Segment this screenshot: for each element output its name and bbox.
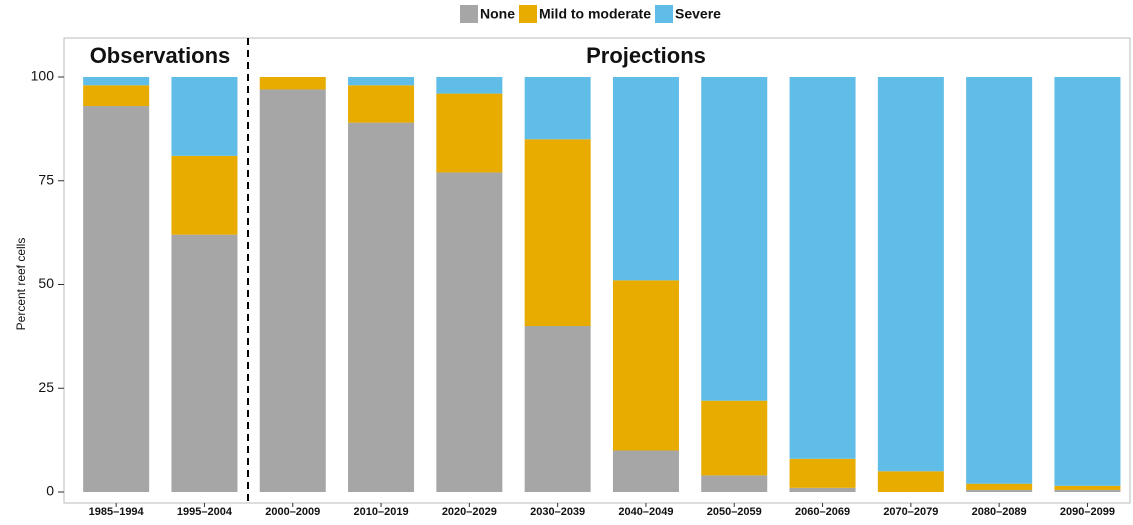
bar-segment bbox=[171, 77, 238, 156]
bar-segment bbox=[524, 326, 591, 492]
legend-swatch bbox=[655, 5, 674, 23]
x-tick-label: 2040–2049 bbox=[618, 506, 673, 518]
y-tick-label: 75 bbox=[38, 171, 54, 187]
bar-segment bbox=[789, 458, 856, 488]
annotation: Projections bbox=[586, 43, 706, 68]
bar-segment bbox=[789, 487, 856, 492]
x-tick-label: 2080–2089 bbox=[972, 506, 1027, 518]
y-tick-label: 25 bbox=[38, 379, 54, 395]
bar-segment bbox=[259, 89, 326, 492]
bar-segment bbox=[701, 400, 768, 476]
bar-segment bbox=[612, 280, 679, 451]
bar-segment bbox=[436, 93, 503, 173]
bar-segment bbox=[701, 475, 768, 492]
legend-label: Severe bbox=[675, 6, 721, 22]
bar-segment bbox=[612, 77, 679, 281]
bar-segment bbox=[612, 450, 679, 492]
x-tick-label: 2090–2099 bbox=[1060, 506, 1115, 518]
bar-segment bbox=[83, 77, 150, 86]
bar-segment bbox=[83, 106, 150, 493]
annotation: Observations bbox=[90, 43, 231, 68]
x-tick-label: 2060–2069 bbox=[795, 506, 850, 518]
x-tick-label: 2030–2039 bbox=[530, 506, 585, 518]
y-tick-label: 0 bbox=[46, 483, 54, 499]
y-axis-label: Percent reef cells bbox=[14, 238, 28, 331]
bar-segment bbox=[524, 139, 591, 326]
x-tick-label: 2070–2079 bbox=[883, 506, 938, 518]
x-tick-label: 2010–2019 bbox=[354, 506, 409, 518]
bar-segment bbox=[1054, 489, 1121, 492]
bar-segment bbox=[83, 85, 150, 107]
x-tick-label: 2050–2059 bbox=[707, 506, 762, 518]
legend-label: Mild to moderate bbox=[539, 6, 651, 22]
plot-frame bbox=[63, 37, 1131, 504]
legend-swatch bbox=[460, 5, 478, 23]
bar-segment bbox=[1054, 485, 1121, 490]
x-tick-label: 1995–2004 bbox=[177, 506, 233, 518]
bar-segment bbox=[877, 471, 944, 492]
bar-segment bbox=[524, 77, 591, 140]
bar-segment bbox=[348, 122, 415, 493]
bar-segment bbox=[701, 77, 768, 401]
bar-segment bbox=[877, 77, 944, 472]
x-tick-label: 2020–2029 bbox=[442, 506, 497, 518]
y-tick-label: 50 bbox=[38, 275, 54, 291]
x-tick-label: 2000–2009 bbox=[265, 506, 320, 518]
bar-segment bbox=[348, 77, 415, 86]
legend-label: None bbox=[480, 6, 515, 22]
bar-segment bbox=[436, 77, 503, 94]
legend-swatch bbox=[519, 5, 537, 23]
bar-segment bbox=[436, 172, 503, 492]
bar-segment bbox=[789, 77, 856, 459]
bar-segment bbox=[1054, 77, 1121, 486]
bar-segment bbox=[966, 489, 1033, 492]
bar-segment bbox=[966, 483, 1033, 490]
bar-segment bbox=[171, 234, 238, 492]
bar-segment bbox=[259, 77, 326, 90]
y-tick-label: 100 bbox=[31, 68, 55, 84]
x-tick-label: 1985–1994 bbox=[89, 506, 145, 518]
bar-segment bbox=[171, 155, 238, 235]
bar-segment bbox=[348, 85, 415, 123]
bar-segment bbox=[966, 77, 1033, 484]
